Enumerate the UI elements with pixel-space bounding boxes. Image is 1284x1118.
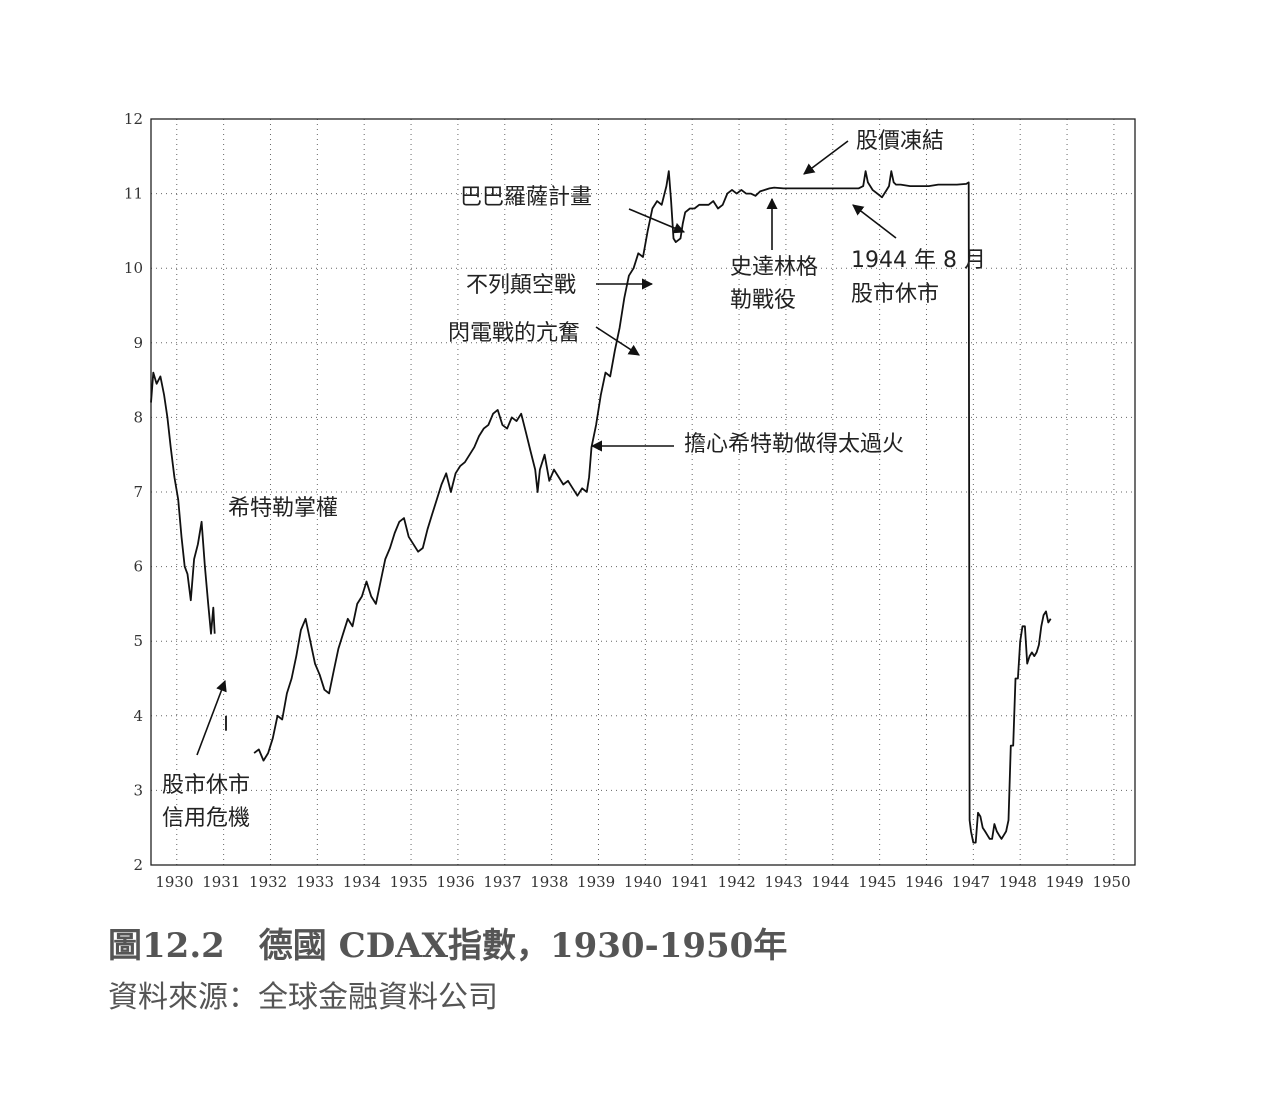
x-tick-label: 1947: [952, 873, 990, 891]
y-tick-label: 2: [133, 856, 143, 874]
x-tick-label: 1937: [483, 873, 521, 891]
annotation-credit-crisis: 信用危機: [162, 806, 250, 831]
x-tick-label: 1945: [858, 873, 896, 891]
series-line: [253, 170, 1052, 844]
x-tick-label: 1934: [343, 873, 381, 891]
figure-caption: 圖12.2 德國 CDAX指數，1930-1950年: [108, 926, 788, 966]
annotation-arrows: [196, 140, 897, 756]
x-tick-label: 1948: [999, 873, 1037, 891]
annotation-hitler-takes-power: 希特勒掌權: [228, 496, 338, 521]
figure-source: 資料來源：全球金融資料公司: [108, 980, 498, 1015]
arrow-aug-1944: [852, 204, 897, 239]
x-tick-label: 1946: [905, 873, 943, 891]
arrow-barbarossa: [628, 208, 686, 234]
x-tick-label: 1949: [1046, 873, 1084, 891]
y-tick-label: 4: [133, 707, 143, 725]
y-tick-label: 7: [133, 483, 143, 501]
x-tick-label: 1930: [155, 873, 193, 891]
annotation-aug-1944: 1944 年 8 月: [851, 248, 986, 273]
annotation-market-closed-1944: 股市休市: [851, 282, 939, 307]
y-tick-label: 6: [133, 558, 143, 576]
plot-frame: [150, 118, 1136, 866]
series-line: [150, 371, 216, 635]
x-tick-label: 1943: [764, 873, 802, 891]
y-tick-label: 3: [133, 781, 143, 799]
annotation-battle-of-britain: 不列顛空戰: [466, 273, 576, 298]
x-tick-label: 1944: [811, 873, 849, 891]
annotation-blitzkrieg-euphoria: 閃電戰的亢奮: [448, 321, 580, 346]
annotation-market-closed-1931-line1: 股市休市: [162, 773, 250, 798]
y-tick-label: 11: [124, 185, 143, 203]
x-tick-label: 1950: [1092, 873, 1130, 891]
y-tick-label: 5: [133, 632, 143, 650]
annotation-stalingrad-line1: 史達林格: [730, 255, 818, 280]
x-tick-label: 1940: [624, 873, 662, 891]
cdax-series: [150, 170, 1052, 844]
arrow-price-freeze: [803, 140, 849, 175]
y-tick-label: 8: [133, 408, 143, 426]
arrow-market-closed-1931: [196, 679, 227, 756]
x-tick-label: 1938: [530, 873, 568, 891]
arrow-blitzkrieg: [595, 326, 640, 356]
x-tick-label: 1939: [577, 873, 615, 891]
y-tick-label: 10: [124, 259, 143, 277]
annotation-barbarossa: 巴巴羅薩計畫: [460, 185, 592, 210]
annotation-fear-hitler: 擔心希特勒做得太過火: [684, 432, 904, 457]
y-axis-ticks: 2 3 4 5 6 7 8 9 10 11 12: [124, 110, 143, 874]
x-tick-label: 1933: [296, 873, 334, 891]
y-tick-label: 9: [133, 334, 143, 352]
annotation-stalingrad-line2: 勒戰役: [730, 288, 796, 313]
x-tick-label: 1932: [249, 873, 287, 891]
x-axis-ticks: 1930 1931 1932 1933 1934 1935 1936 1937 1938 1939…: [155, 873, 1130, 891]
x-tick-label: 1941: [671, 873, 709, 891]
x-tick-label: 1942: [718, 873, 756, 891]
x-tick-label: 1931: [202, 873, 240, 891]
x-tick-label: 1936: [436, 873, 474, 891]
x-tick-label: 1935: [390, 873, 428, 891]
grid: [151, 119, 1135, 865]
y-tick-label: 12: [124, 110, 143, 128]
annotation-price-freeze: 股價凍結: [856, 129, 944, 154]
